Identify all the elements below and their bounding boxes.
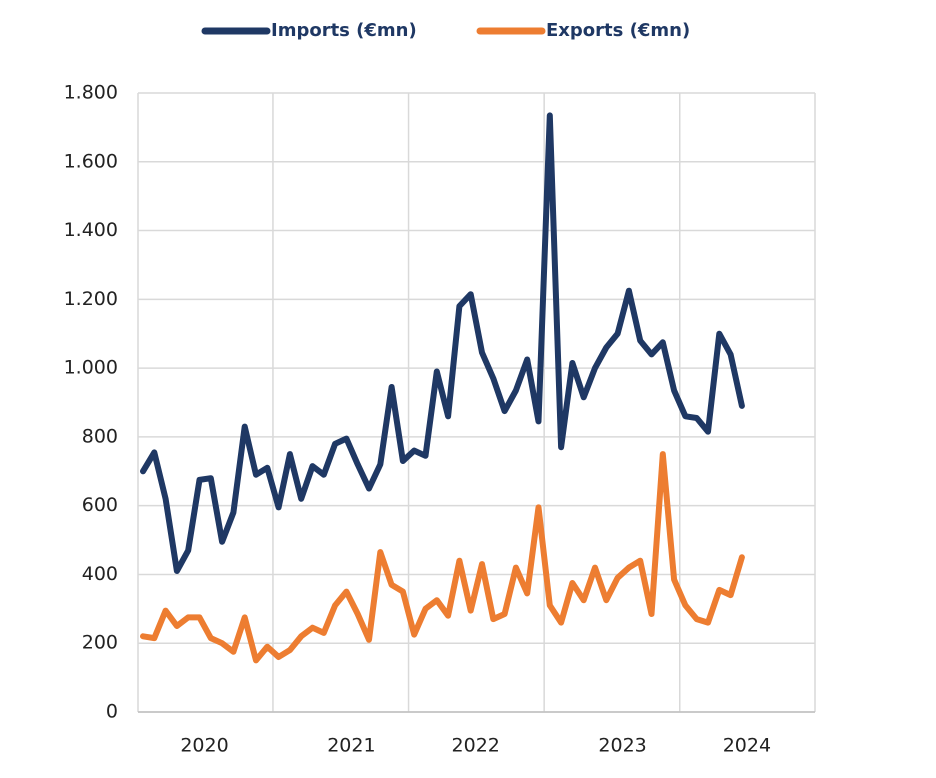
legend-label: Exports (€mn) xyxy=(546,20,690,41)
x-tick-label: 2021 xyxy=(327,735,375,757)
y-tick-label: 200 xyxy=(82,632,118,654)
y-tick-label: 1.200 xyxy=(64,288,118,310)
x-tick-label: 2020 xyxy=(180,735,228,757)
y-tick-label: 400 xyxy=(82,563,118,585)
y-tick-label: 800 xyxy=(82,425,118,447)
x-tick-label: 2024 xyxy=(723,735,771,757)
x-tick-label: 2023 xyxy=(598,735,646,757)
y-tick-label: 1.600 xyxy=(64,150,118,172)
y-tick-label: 1.000 xyxy=(64,357,118,379)
y-tick-label: 1.800 xyxy=(64,82,118,104)
y-tick-label: 600 xyxy=(82,494,118,516)
y-tick-label: 0 xyxy=(106,701,118,723)
line-series xyxy=(140,451,745,664)
y-tick-label: 1.400 xyxy=(64,219,118,241)
line-series xyxy=(140,112,745,574)
legend-label: Imports (€mn) xyxy=(271,20,417,41)
x-tick-label: 2022 xyxy=(452,735,500,757)
